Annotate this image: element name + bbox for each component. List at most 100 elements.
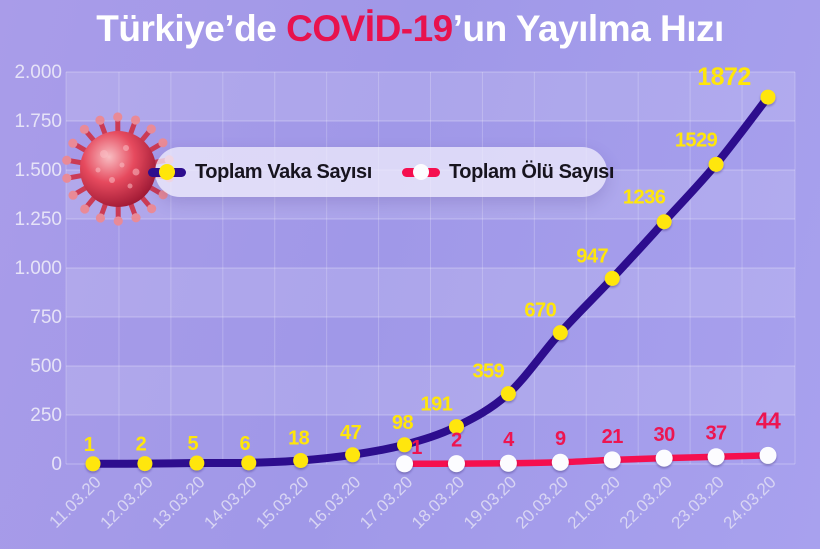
x-axis-tick-label: 23.03.20 [668, 472, 728, 532]
x-axis-tick-label: 20.03.20 [512, 472, 572, 532]
x-axis-tick-label: 24.03.20 [720, 472, 780, 532]
virus-spike-tip [80, 204, 90, 214]
x-axis-tick-label: 12.03.20 [97, 472, 157, 532]
y-axis-tick-label: 1.250 [14, 209, 62, 230]
x-axis-tick-label: 18.03.20 [408, 472, 468, 532]
y-axis-tick-label: 1.500 [14, 160, 62, 181]
cases-value-label: 2 [136, 434, 147, 456]
cases-value-label: 5 [188, 433, 199, 455]
plot-band [66, 366, 795, 415]
plot-band [66, 268, 795, 317]
y-axis-tick-label: 250 [30, 405, 62, 426]
cases-data-point [448, 419, 464, 435]
virus-spike-tip [62, 173, 72, 183]
cases-value-label: 670 [524, 300, 556, 322]
virus-spike-tip [147, 204, 157, 214]
deaths-value-label: 1 [411, 437, 422, 459]
cases-value-label: 1529 [675, 129, 718, 151]
title-suffix: ’un Yayılma Hızı [452, 8, 724, 49]
legend-item-deaths: Toplam Ölü Sayısı [401, 160, 615, 184]
coronavirus-icon [62, 112, 174, 226]
cases-value-label: 947 [576, 245, 608, 267]
virus-texture-dot [95, 167, 101, 173]
legend-label-deaths: Toplam Ölü Sayısı [448, 160, 615, 183]
virus-texture-dot [132, 168, 140, 176]
virus-spike-tip [113, 216, 123, 226]
deaths-value-label: 37 [705, 423, 727, 445]
deaths-data-point [396, 455, 414, 473]
virus-texture-dot [119, 162, 125, 168]
virus-spike-tip [62, 155, 72, 165]
y-axis-tick-label: 0 [51, 454, 62, 475]
deaths-data-point [499, 454, 517, 472]
cases-value-label: 359 [472, 361, 504, 383]
x-axis-tick-label: 13.03.20 [148, 472, 208, 532]
x-axis-tick-label: 19.03.20 [460, 472, 520, 532]
cases-value-label: 1236 [623, 187, 666, 209]
deaths-data-point [447, 455, 465, 473]
title-prefix: Türkiye’de [96, 8, 287, 49]
virus-spike-tip [146, 124, 156, 134]
cases-data-point [241, 455, 257, 471]
deaths-value-label: 21 [602, 426, 624, 448]
cases-data-point [604, 270, 620, 286]
virus-spike-tip [113, 112, 123, 122]
x-axis-tick-label: 22.03.20 [616, 472, 676, 532]
virus-texture-dot [127, 183, 133, 189]
x-axis-tick-label: 11.03.20 [45, 472, 104, 531]
deaths-value-label: 2 [451, 430, 462, 452]
virus-spike-tip [68, 190, 78, 200]
x-axis-tick-label: 16.03.20 [304, 472, 364, 532]
cases-data-point [656, 214, 672, 230]
y-axis-tick-label: 1.000 [14, 258, 62, 279]
virus-spike-tip [68, 138, 78, 148]
cases-data-point [760, 89, 776, 105]
cases-value-label: 191 [421, 394, 453, 416]
y-axis-tick-label: 1.750 [14, 111, 62, 132]
cases-data-point [85, 456, 101, 472]
x-axis-tick-label: 14.03.20 [200, 472, 260, 532]
cases-data-point [189, 455, 205, 471]
virus-spike-tip [95, 213, 106, 223]
cases-value-label: 47 [340, 422, 362, 444]
virus-texture-dot [100, 150, 108, 158]
cases-data-point [345, 447, 361, 463]
cases-value-label: 1 [84, 434, 95, 456]
virus-spike-tip [158, 138, 168, 148]
x-axis-tick-label: 17.03.20 [356, 472, 416, 532]
cases-data-point [552, 325, 568, 341]
deaths-data-point [551, 453, 569, 471]
virus-spike-tip [131, 213, 141, 223]
cases-line-with-dot-icon [147, 164, 186, 180]
title-highlight: COVİD-19 [286, 8, 453, 49]
deaths-data-point [603, 451, 621, 469]
x-axis-tick-label: 15.03.20 [252, 472, 312, 532]
cases-value-label: 18 [288, 427, 310, 449]
virus-spike-tip [95, 115, 105, 125]
cases-data-point [137, 456, 153, 472]
cases-data-point [397, 437, 413, 453]
cases-value-label: 1872 [697, 63, 751, 91]
deaths-value-label: 9 [555, 428, 566, 450]
cases-dot-icon [158, 164, 175, 180]
y-axis-tick-label: 750 [30, 307, 62, 328]
y-axis-tick-label: 500 [30, 356, 62, 377]
deaths-value-label: 4 [503, 429, 515, 451]
cases-value-label: 98 [392, 412, 414, 434]
chart-legend: Toplam Vaka Sayısı Toplam Ölü Sayısı [147, 147, 614, 197]
deaths-value-label: 44 [756, 407, 781, 433]
deaths-value-label: 30 [654, 424, 676, 446]
virus-spike-tip [79, 124, 89, 134]
deaths-data-point [759, 446, 777, 464]
legend-label-cases: Toplam Vaka Sayısı [194, 160, 372, 183]
cases-data-point [500, 386, 516, 402]
deaths-dot-icon [412, 164, 429, 180]
virus-body [80, 131, 156, 207]
y-axis-tick-label: 2.000 [14, 62, 62, 83]
virus-texture-dot [109, 177, 115, 183]
page-title: Türkiye’de COVİD-19’un Yayılma Hızı [0, 8, 820, 50]
virus-spike-tip [130, 115, 141, 125]
x-axis-tick-label: 21.03.20 [564, 472, 624, 532]
deaths-line-with-dot-icon [401, 164, 440, 180]
